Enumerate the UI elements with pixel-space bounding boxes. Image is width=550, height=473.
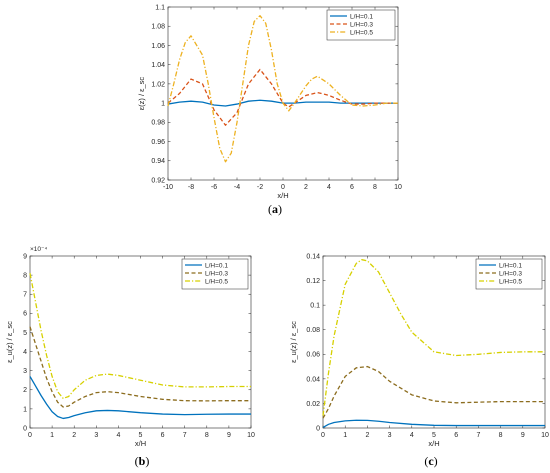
y-tick-label: 3: [23, 368, 27, 375]
y-axis-label: ε(z) / ε_sc: [137, 77, 146, 111]
legend-entry: L/H=0.5: [350, 29, 373, 36]
legend-box: [326, 9, 396, 41]
legend-entry: L/H=0.1: [205, 262, 228, 269]
series-line-2: [29, 326, 251, 408]
x-tick-label: -8: [188, 184, 194, 191]
x-tick-label: 6: [161, 432, 165, 439]
x-tick-label: 8: [499, 432, 503, 439]
legend-entry: L/H=0.5: [499, 278, 522, 285]
x-tick-label: 3: [94, 432, 98, 439]
x-tick-label: 8: [205, 432, 209, 439]
y-scale-multiplier: ×10⁻⁴: [30, 246, 47, 253]
x-tick-label: 2: [304, 184, 308, 191]
y-tick-label: 1.1: [155, 4, 165, 11]
series-line-3: [29, 273, 251, 400]
x-tick-label: 5: [139, 432, 143, 439]
x-tick-label: 0: [28, 432, 32, 439]
x-tick-label: 0: [281, 184, 285, 191]
x-tick-label: -10: [163, 184, 173, 191]
series-line-3: [322, 259, 545, 416]
panel-b-chart: 0 1 2 3 4 5 6 7 8 9 10 0 1 2 3 4 5 6 7 8 9 x/H ε_u(z) / ε_sc ×1…: [5, 246, 255, 468]
series-line-2: [167, 68, 398, 126]
x-tick-label: 7: [183, 432, 187, 439]
y-axis-label: ε_u(z) / ε_sc: [5, 321, 14, 363]
x-tick-label: 3: [388, 432, 392, 439]
legend-box: [475, 258, 543, 290]
series-line-1: [322, 419, 545, 428]
y-axis-label: ε_u(z) / ε_sc: [289, 321, 298, 363]
y-tick-label: 1: [23, 406, 27, 413]
x-tick-label: 10: [394, 184, 402, 191]
y-tick-label: 6: [23, 311, 27, 318]
x-tick-label: 6: [454, 432, 458, 439]
x-tick-label: 10: [541, 432, 549, 439]
x-tick-label: 2: [72, 432, 76, 439]
y-tick-label: 0.14: [306, 253, 320, 260]
x-axis-label: x/H: [277, 191, 288, 200]
legend-entry: L/H=0.1: [499, 262, 522, 269]
y-tick-label: 7: [23, 292, 27, 299]
x-axis-label: x/H: [428, 439, 439, 448]
x-tick-label: 1: [50, 432, 54, 439]
y-tick-label: 0.08: [306, 327, 320, 334]
x-tick-label: 1: [343, 432, 347, 439]
x-axis-label: x/H: [135, 439, 146, 448]
x-tick-label: 2: [365, 432, 369, 439]
x-tick-label: -2: [257, 184, 263, 191]
x-tick-label: -6: [211, 184, 217, 191]
legend-box: [181, 258, 249, 290]
y-tick-label: 0.04: [306, 376, 320, 383]
x-tick-label: 10: [247, 432, 255, 439]
y-tick-label: 0.06: [306, 352, 320, 359]
y-tick-label: 0.1: [310, 303, 320, 310]
legend-entry: L/H=0.3: [205, 270, 228, 277]
legend-entry: L/H=0.3: [350, 21, 373, 28]
panel-caption: (a): [268, 202, 282, 216]
x-tick-label: -4: [234, 184, 240, 191]
y-tick-label: 0.12: [306, 278, 320, 285]
y-tick-label: 2: [23, 387, 27, 394]
panel-caption: (b): [135, 454, 150, 468]
x-tick-label: 7: [476, 432, 480, 439]
legend-entry: L/H=0.1: [350, 13, 373, 20]
y-tick-label: 1: [161, 101, 165, 108]
x-tick-label: 4: [327, 184, 331, 191]
panel-caption: (c): [424, 454, 437, 468]
y-tick-label: 1.06: [151, 43, 165, 50]
y-tick-label: 0: [23, 425, 27, 432]
y-tick-label: 0.98: [151, 120, 165, 127]
x-tick-label: 4: [116, 432, 120, 439]
series-line-1: [29, 376, 251, 420]
legend-entry: L/H=0.5: [205, 278, 228, 285]
y-tick-label: 1.02: [151, 81, 165, 88]
y-tick-label: 0.96: [151, 139, 165, 146]
y-tick-label: 4: [23, 349, 27, 356]
x-tick-label: 0: [321, 432, 325, 439]
y-tick-label: 5: [23, 330, 27, 337]
y-tick-label: 1.08: [151, 24, 165, 31]
y-tick-label: 0.92: [151, 177, 165, 184]
series-line-3: [167, 15, 398, 163]
x-tick-label: 4: [410, 432, 414, 439]
y-tick-label: 0.02: [306, 401, 320, 408]
x-tick-label: 9: [521, 432, 525, 439]
y-tick-label: 1.04: [151, 62, 165, 69]
y-tick-label: 0: [316, 425, 320, 432]
x-tick-label: 8: [373, 184, 377, 191]
panel-a-chart: -10 -8 -6 -4 -2 0 2 4 6 8 10 0.92 0.94 0.96 0.98 1 1.02 1…: [137, 4, 402, 216]
y-tick-label: 8: [23, 273, 27, 280]
panel-c-chart: 0 1 2 3 4 5 6 7 8 9 10 0 0.02 0.04 0.06 0.08 0.1 0.12 0.14…: [289, 253, 549, 468]
x-tick-label: 9: [227, 432, 231, 439]
series-line-2: [322, 365, 545, 419]
x-tick-label: 5: [432, 432, 436, 439]
x-tick-label: 6: [350, 184, 354, 191]
legend-entry: L/H=0.3: [499, 270, 522, 277]
y-tick-label: 0.94: [151, 158, 165, 165]
y-tick-label: 9: [23, 253, 27, 260]
